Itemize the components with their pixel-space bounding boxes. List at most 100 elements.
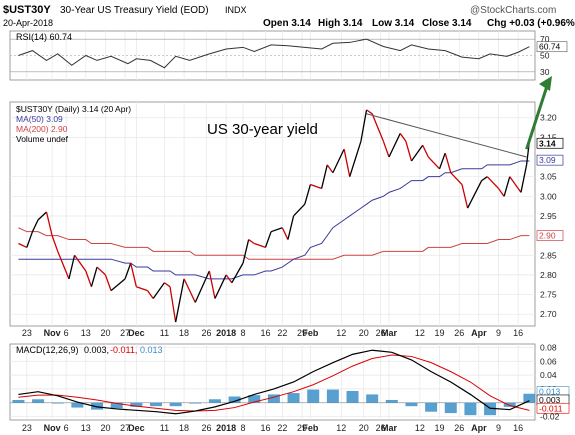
- price-segment: [68, 255, 76, 279]
- price-segment: [264, 231, 272, 248]
- x-tick-label: Apr: [471, 328, 487, 338]
- price-segment: [169, 286, 177, 323]
- security-name: 30-Year US Treasury Yield (EOD): [60, 5, 209, 16]
- price-segment: [104, 274, 112, 291]
- price-segment: [124, 262, 132, 280]
- x-tick-label: 29: [297, 328, 307, 338]
- price-segment: [51, 235, 59, 252]
- macd-histogram-bar: [130, 402, 143, 407]
- macd-tick-label: 0.08: [540, 342, 557, 352]
- x-tick-label: 6: [64, 423, 69, 433]
- price-segment: [326, 164, 334, 174]
- x-tick-label: 12: [415, 328, 425, 338]
- x-tick-label: 16: [513, 328, 523, 338]
- price-segment: [371, 113, 384, 142]
- x-tick-label: 12: [415, 423, 425, 433]
- price-segment: [310, 183, 322, 190]
- x-tick-label: Dec: [128, 328, 145, 338]
- price-tick-label: 3.00: [540, 191, 557, 201]
- price-tick-label: 2.70: [540, 309, 557, 319]
- x-tick-label: 11: [160, 423, 169, 433]
- macd-histogram-bar: [366, 394, 379, 403]
- x-tick-label: 26: [454, 328, 464, 338]
- x-tick-label: 8: [241, 328, 246, 338]
- x-tick-label: 18: [179, 423, 189, 433]
- x-tick-label: Dec: [128, 423, 145, 433]
- macd-histogram-bar: [267, 394, 280, 403]
- trend-arrow-shaft: [525, 85, 549, 150]
- stockcharts-watermark: @StockCharts.com: [470, 5, 556, 16]
- price-segment: [405, 141, 413, 162]
- ma50-legend: MA(50) 3.09: [16, 114, 63, 124]
- rsi-line: [18, 38, 530, 69]
- price-legend: $UST30Y (Daily) 3.14 (20 Apr): [16, 104, 131, 114]
- x-tick-label: 6: [64, 328, 69, 338]
- price-segment: [497, 188, 505, 197]
- high-value: High 3.14: [318, 18, 363, 29]
- price-segment: [37, 211, 47, 221]
- macd-histogram-bar: [503, 402, 516, 407]
- x-tick-label: 16: [260, 328, 270, 338]
- price-segment: [467, 180, 483, 209]
- price-segment: [136, 286, 148, 292]
- price-segment: [270, 227, 283, 233]
- macd-histogram-bar: [169, 402, 182, 407]
- ma200-legend: MA(200) 2.90: [16, 124, 68, 134]
- rsi-value-tag-box: [536, 41, 568, 53]
- macd-value-tag: 0.003: [539, 395, 561, 405]
- x-tick-label: Mar: [381, 423, 398, 433]
- price-segment: [152, 282, 165, 299]
- ma50-line: [18, 160, 530, 280]
- macd-histogram-bar: [287, 393, 300, 403]
- macd-legend-macd: 0.003,: [84, 345, 109, 355]
- x-tick-label: 12: [336, 423, 346, 433]
- macd-legend-label: MACD(12,26,9): [16, 345, 79, 355]
- macd-line: [18, 349, 530, 415]
- x-tick-label: 20: [359, 328, 369, 338]
- price-close-tag-box: [536, 137, 564, 149]
- x-tick-label: Feb: [302, 423, 319, 433]
- price-tick-label: 2.75: [540, 290, 557, 300]
- price-segment: [332, 148, 345, 174]
- price-segment: [96, 266, 106, 276]
- low-value: Low 3.14: [372, 18, 415, 29]
- ma200-value-tag: 2.90: [539, 231, 556, 241]
- macd-histogram-bar: [32, 399, 45, 403]
- macd-tick-label: 0.04: [540, 370, 557, 380]
- macd-histogram-bar: [346, 390, 359, 403]
- x-tick-label: 26: [376, 328, 386, 338]
- x-tick-label: 26: [454, 423, 464, 433]
- rsi-tick-label: 70: [540, 34, 550, 44]
- macd-histogram-bar: [405, 402, 418, 407]
- ma200-line: [18, 227, 530, 260]
- x-tick-label: Apr: [471, 423, 487, 433]
- price-segment: [147, 290, 154, 299]
- macd-histogram-bar: [444, 402, 457, 414]
- x-tick-label: 12: [336, 328, 346, 338]
- macd-histogram-bar: [110, 402, 123, 409]
- trendline: [366, 113, 527, 158]
- price-segment: [360, 109, 368, 142]
- x-tick-label: 18: [179, 328, 189, 338]
- price-segment: [388, 133, 401, 158]
- price-segment: [422, 144, 429, 158]
- macd-histogram-bar: [51, 402, 64, 404]
- x-tick-label: 26: [202, 423, 212, 433]
- macd-signal-line: [18, 354, 530, 412]
- x-tick-label: 22: [277, 423, 287, 433]
- x-tick-label: 27: [120, 423, 130, 433]
- macd-histogram-bar: [91, 402, 104, 410]
- macd-histogram-bar: [307, 389, 320, 403]
- price-segment: [31, 219, 39, 232]
- x-tick-label: 26: [376, 423, 386, 433]
- price-segment: [287, 215, 295, 240]
- price-segment: [248, 239, 255, 245]
- ma50-value-tag-box: [536, 154, 564, 166]
- x-tick-label: 20: [100, 423, 110, 433]
- ma200-value-tag-box: [536, 230, 564, 241]
- price-segment: [26, 231, 34, 248]
- price-segment: [175, 278, 185, 323]
- price-segment: [189, 290, 196, 303]
- price-segment: [461, 184, 469, 209]
